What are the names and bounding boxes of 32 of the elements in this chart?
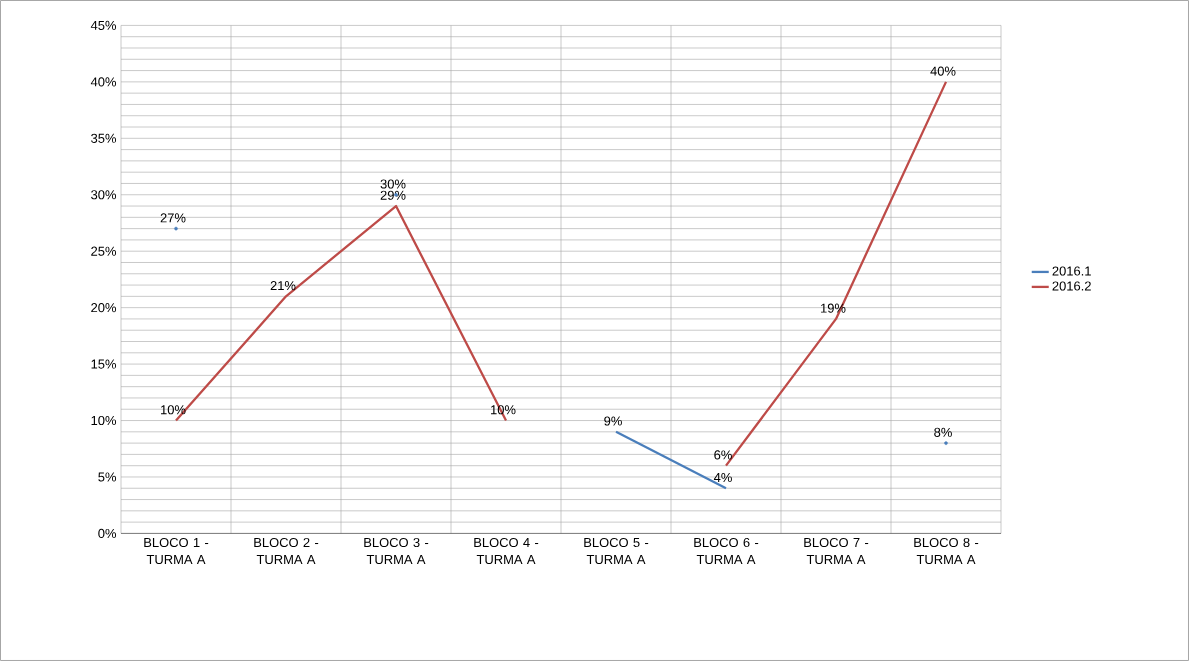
- data-label: 40%: [930, 66, 956, 76]
- x-tick-label: BLOCO 5 - TURMA A: [584, 537, 649, 565]
- data-label: 9%: [604, 416, 622, 426]
- y-tick-label: 25%: [91, 246, 117, 256]
- data-label: 6%: [714, 450, 732, 460]
- x-tick-label: BLOCO 4 - TURMA A: [474, 537, 539, 565]
- data-label: 8%: [934, 427, 952, 437]
- y-tick-label: 15%: [91, 359, 117, 369]
- y-tick-label: 0%: [98, 528, 117, 538]
- x-tick-label: BLOCO 6 - TURMA A: [694, 537, 759, 565]
- data-label: 29%: [380, 190, 406, 200]
- data-label: 27%: [160, 213, 186, 223]
- y-tick-label: 30%: [91, 190, 117, 200]
- data-label: 4%: [713, 473, 732, 483]
- x-tick-label: BLOCO 7 - TURMA A: [804, 537, 869, 565]
- data-label: 10%: [161, 405, 186, 415]
- x-tick-label: BLOCO 1 - TURMA A: [144, 537, 209, 565]
- y-tick-label: 20%: [91, 303, 117, 313]
- y-tick-label: 40%: [90, 77, 117, 87]
- y-tick-label: 35%: [91, 133, 117, 143]
- legend-label: 2016.2: [1052, 281, 1091, 291]
- y-tick-label: 5%: [98, 472, 117, 482]
- x-tick-label: BLOCO 3 - TURMA A: [364, 537, 429, 565]
- x-tick-label: BLOCO 2 - TURMA A: [254, 537, 319, 565]
- point: [174, 226, 178, 231]
- point: [944, 441, 948, 445]
- data-label: 30%: [380, 179, 406, 189]
- y-tick-label: 45%: [90, 20, 117, 30]
- data-label: 21%: [270, 281, 296, 291]
- legend-label: 2016.1: [1052, 266, 1091, 276]
- y-tick-label: 10%: [91, 415, 117, 426]
- x-tick-label: BLOCO 8 - TURMA A: [914, 537, 979, 565]
